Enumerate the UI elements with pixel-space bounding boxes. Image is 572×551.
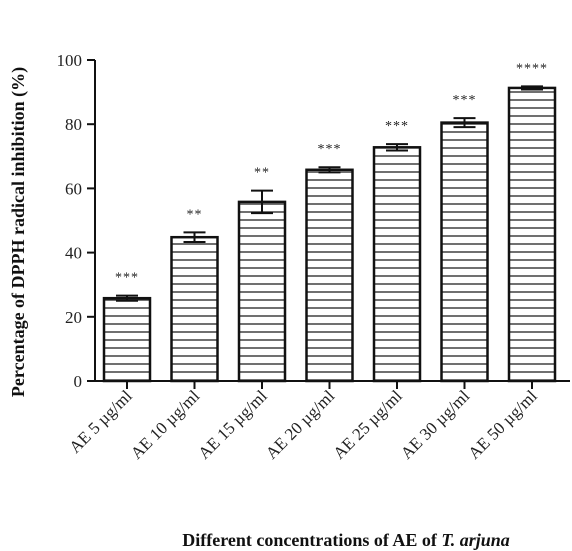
significance-label: ***	[115, 271, 139, 286]
category-label: AE 5 µg/ml	[65, 386, 136, 457]
bar	[305, 168, 354, 383]
error-bars-group	[116, 85, 543, 302]
significance-label: ***	[318, 142, 342, 157]
category-label: AE 50 µg/ml	[464, 386, 541, 463]
significance-label: ***	[453, 93, 477, 108]
bar	[237, 200, 287, 383]
y-tick-label: 100	[57, 51, 83, 70]
category-label: AE 25 µg/ml	[329, 386, 406, 463]
x-axis-title: Different concentrations of AE of T. arj…	[182, 530, 510, 550]
significance-group: ********************	[115, 61, 548, 286]
y-axis-title: Percentage of DPPH radical inhibition (%…	[8, 67, 29, 397]
y-tick-label: 20	[65, 308, 82, 327]
y-axis: 0 20 40 60 80 100	[57, 51, 96, 391]
significance-label: **	[254, 166, 270, 181]
x-axis-title-text: Different concentrations of AE of	[182, 530, 441, 550]
bar	[372, 146, 422, 383]
bars-group	[102, 86, 557, 383]
x-axis-title-species: T. arjuna	[441, 530, 509, 550]
y-tick-label: 60	[65, 179, 82, 198]
bar	[102, 296, 152, 383]
bar	[170, 235, 219, 383]
significance-label: ***	[385, 119, 409, 134]
category-label: AE 20 µg/ml	[262, 386, 339, 463]
bar	[440, 121, 489, 383]
category-label: AE 10 µg/ml	[127, 386, 204, 463]
y-tick-label: 0	[74, 372, 83, 391]
category-label: AE 30 µg/ml	[397, 386, 474, 463]
significance-label: **	[187, 207, 203, 222]
significance-label: ****	[516, 61, 548, 76]
y-tick-label: 40	[65, 244, 82, 263]
y-tick-label: 80	[65, 115, 82, 134]
category-label: AE 15 µg/ml	[194, 386, 271, 463]
bar	[507, 86, 557, 383]
